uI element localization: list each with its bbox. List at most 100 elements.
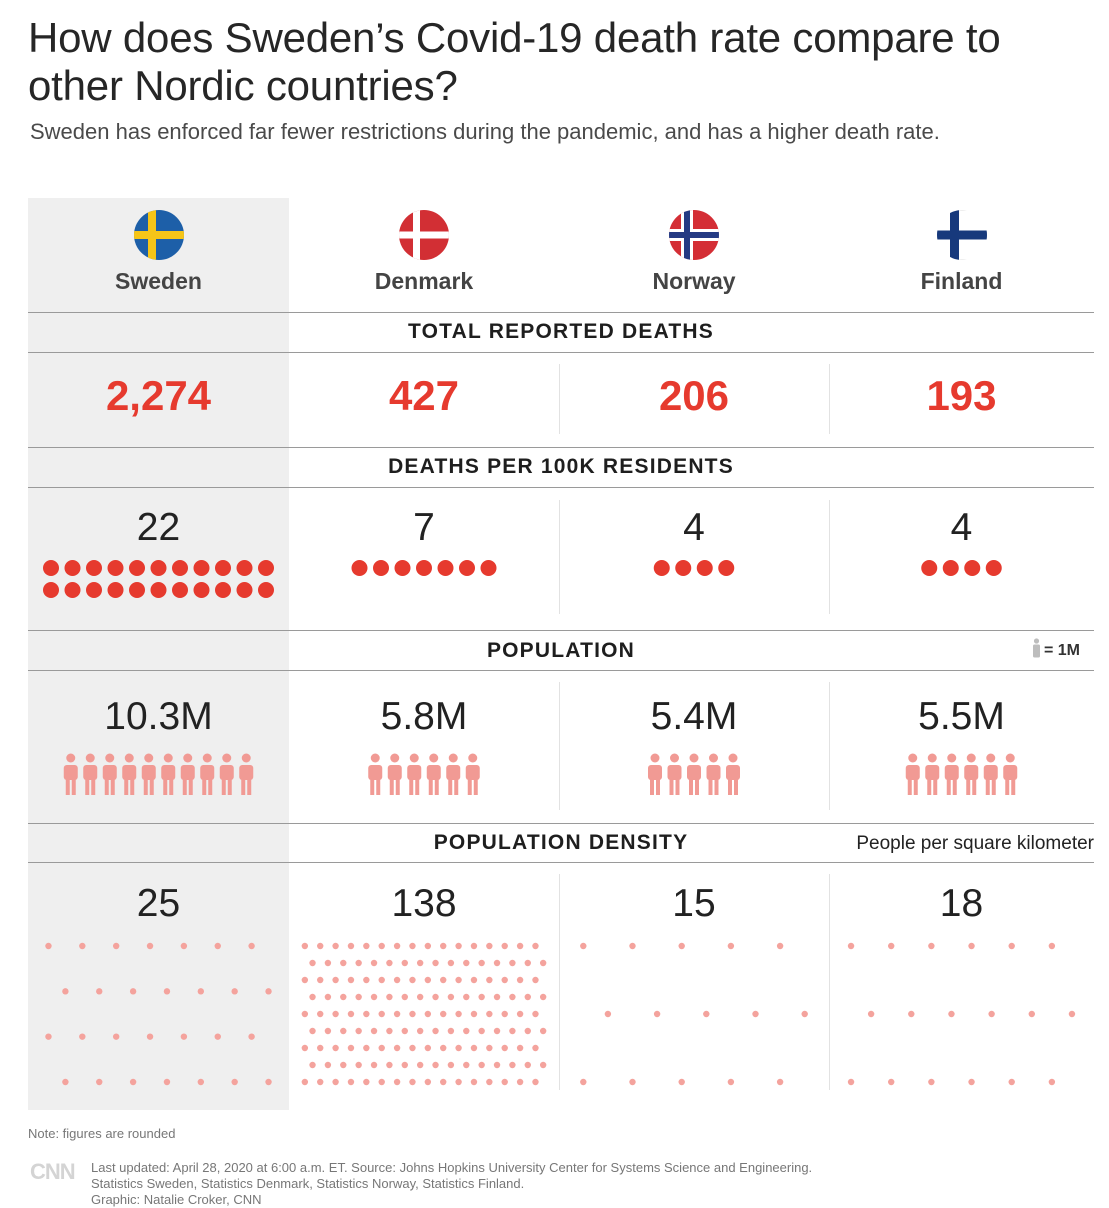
column-divider <box>559 364 560 434</box>
death-dot <box>215 582 231 598</box>
density-dot <box>416 959 424 967</box>
density-dot <box>432 1061 439 1069</box>
death-dot <box>193 582 210 598</box>
density-dot <box>539 959 547 967</box>
density-dot <box>486 1010 493 1018</box>
density-dot <box>501 1044 508 1052</box>
density-dot <box>324 1061 332 1069</box>
deaths-per-100k-sweden: 22 <box>136 506 181 549</box>
person-icon <box>63 753 78 795</box>
density-dot <box>653 1010 661 1018</box>
density-dot <box>539 993 547 1001</box>
population-sweden: 10.3M <box>104 695 213 738</box>
density-dot <box>463 1027 470 1035</box>
density-dot <box>355 1027 362 1035</box>
divider <box>28 862 1094 863</box>
density-dot <box>455 976 462 984</box>
person-icon <box>687 753 701 795</box>
density-dot <box>470 1078 478 1086</box>
death-dot <box>107 582 124 598</box>
density-dot <box>1028 1010 1035 1018</box>
density-dot <box>509 993 516 1001</box>
person-icon <box>905 753 920 795</box>
density-dot <box>332 976 339 984</box>
deaths-per-100k-norway: 4 <box>683 506 705 549</box>
density-dot <box>355 993 362 1001</box>
density-dot <box>447 1027 455 1035</box>
density-dot <box>509 959 516 967</box>
density-dot <box>703 1010 710 1018</box>
section-label-population: POPULATION <box>486 639 636 662</box>
density-dot <box>478 1061 485 1069</box>
death-dot <box>172 582 188 598</box>
density-dot <box>501 942 508 950</box>
density-dot <box>214 942 221 950</box>
density-dot <box>416 1061 424 1069</box>
chart-subtitle: Sweden has enforced far fewer restrictio… <box>30 119 940 144</box>
density-dot <box>867 1010 875 1018</box>
density-dot <box>401 959 408 967</box>
density-dot <box>378 1010 385 1018</box>
person-icon <box>706 753 721 795</box>
divider <box>28 630 1094 631</box>
density-dot <box>539 1061 547 1069</box>
density-dot <box>301 976 309 984</box>
death-dot <box>193 560 210 576</box>
person-icon <box>1032 638 1040 658</box>
density-dot <box>214 1033 221 1040</box>
country-name: Finland <box>920 268 1003 294</box>
density-dot <box>424 976 432 984</box>
person-icon <box>368 753 383 795</box>
total-deaths-norway: 206 <box>658 372 730 419</box>
density-dot <box>332 1078 339 1086</box>
divider <box>28 352 1094 353</box>
death-dot <box>653 560 670 576</box>
person-icon <box>180 753 195 795</box>
person-icon <box>83 753 98 795</box>
density-dot <box>146 942 154 950</box>
population-legend: = 1M <box>1032 638 1080 660</box>
density-dot <box>386 1027 393 1035</box>
density-dot <box>440 1044 447 1052</box>
divider <box>28 823 1094 824</box>
density-dot <box>363 942 370 950</box>
density-dot <box>524 1061 531 1069</box>
density-dot <box>478 1027 485 1035</box>
density-dot <box>317 1044 324 1052</box>
finland-flag-icon <box>936 210 987 260</box>
person-icon <box>925 753 940 795</box>
density-dot <box>197 1078 205 1086</box>
death-dot <box>86 560 102 576</box>
density-finland: 18 <box>939 882 984 925</box>
total-deaths-denmark: 427 <box>388 372 460 419</box>
deaths-per-100k-finland: 4 <box>950 506 973 549</box>
density-dot <box>440 1010 447 1018</box>
density-dot <box>524 993 531 1001</box>
density-dot <box>516 1010 524 1018</box>
death-dot <box>172 560 188 576</box>
density-dot <box>516 976 524 984</box>
density-dot <box>386 993 393 1001</box>
density-dot <box>516 1078 524 1086</box>
death-dot <box>129 582 145 598</box>
person-icon <box>446 753 461 795</box>
density-dot <box>888 1078 895 1086</box>
density-dot <box>470 942 478 950</box>
column-divider <box>829 364 830 434</box>
death-dot <box>437 560 454 576</box>
density-dot <box>1068 1010 1076 1018</box>
density-dot <box>363 976 370 984</box>
density-dot <box>231 1078 238 1086</box>
density-dot <box>416 993 424 1001</box>
density-dot <box>309 1061 316 1069</box>
density-dot <box>347 942 355 950</box>
density-dot <box>424 1078 432 1086</box>
density-dot <box>727 1078 735 1086</box>
person-icon <box>219 753 234 795</box>
column-divider <box>829 500 830 614</box>
density-dot <box>501 976 508 984</box>
density-dot <box>440 942 447 950</box>
density-dot <box>370 959 378 967</box>
country-header-norway: Norway <box>559 198 829 310</box>
death-dot <box>373 560 389 576</box>
